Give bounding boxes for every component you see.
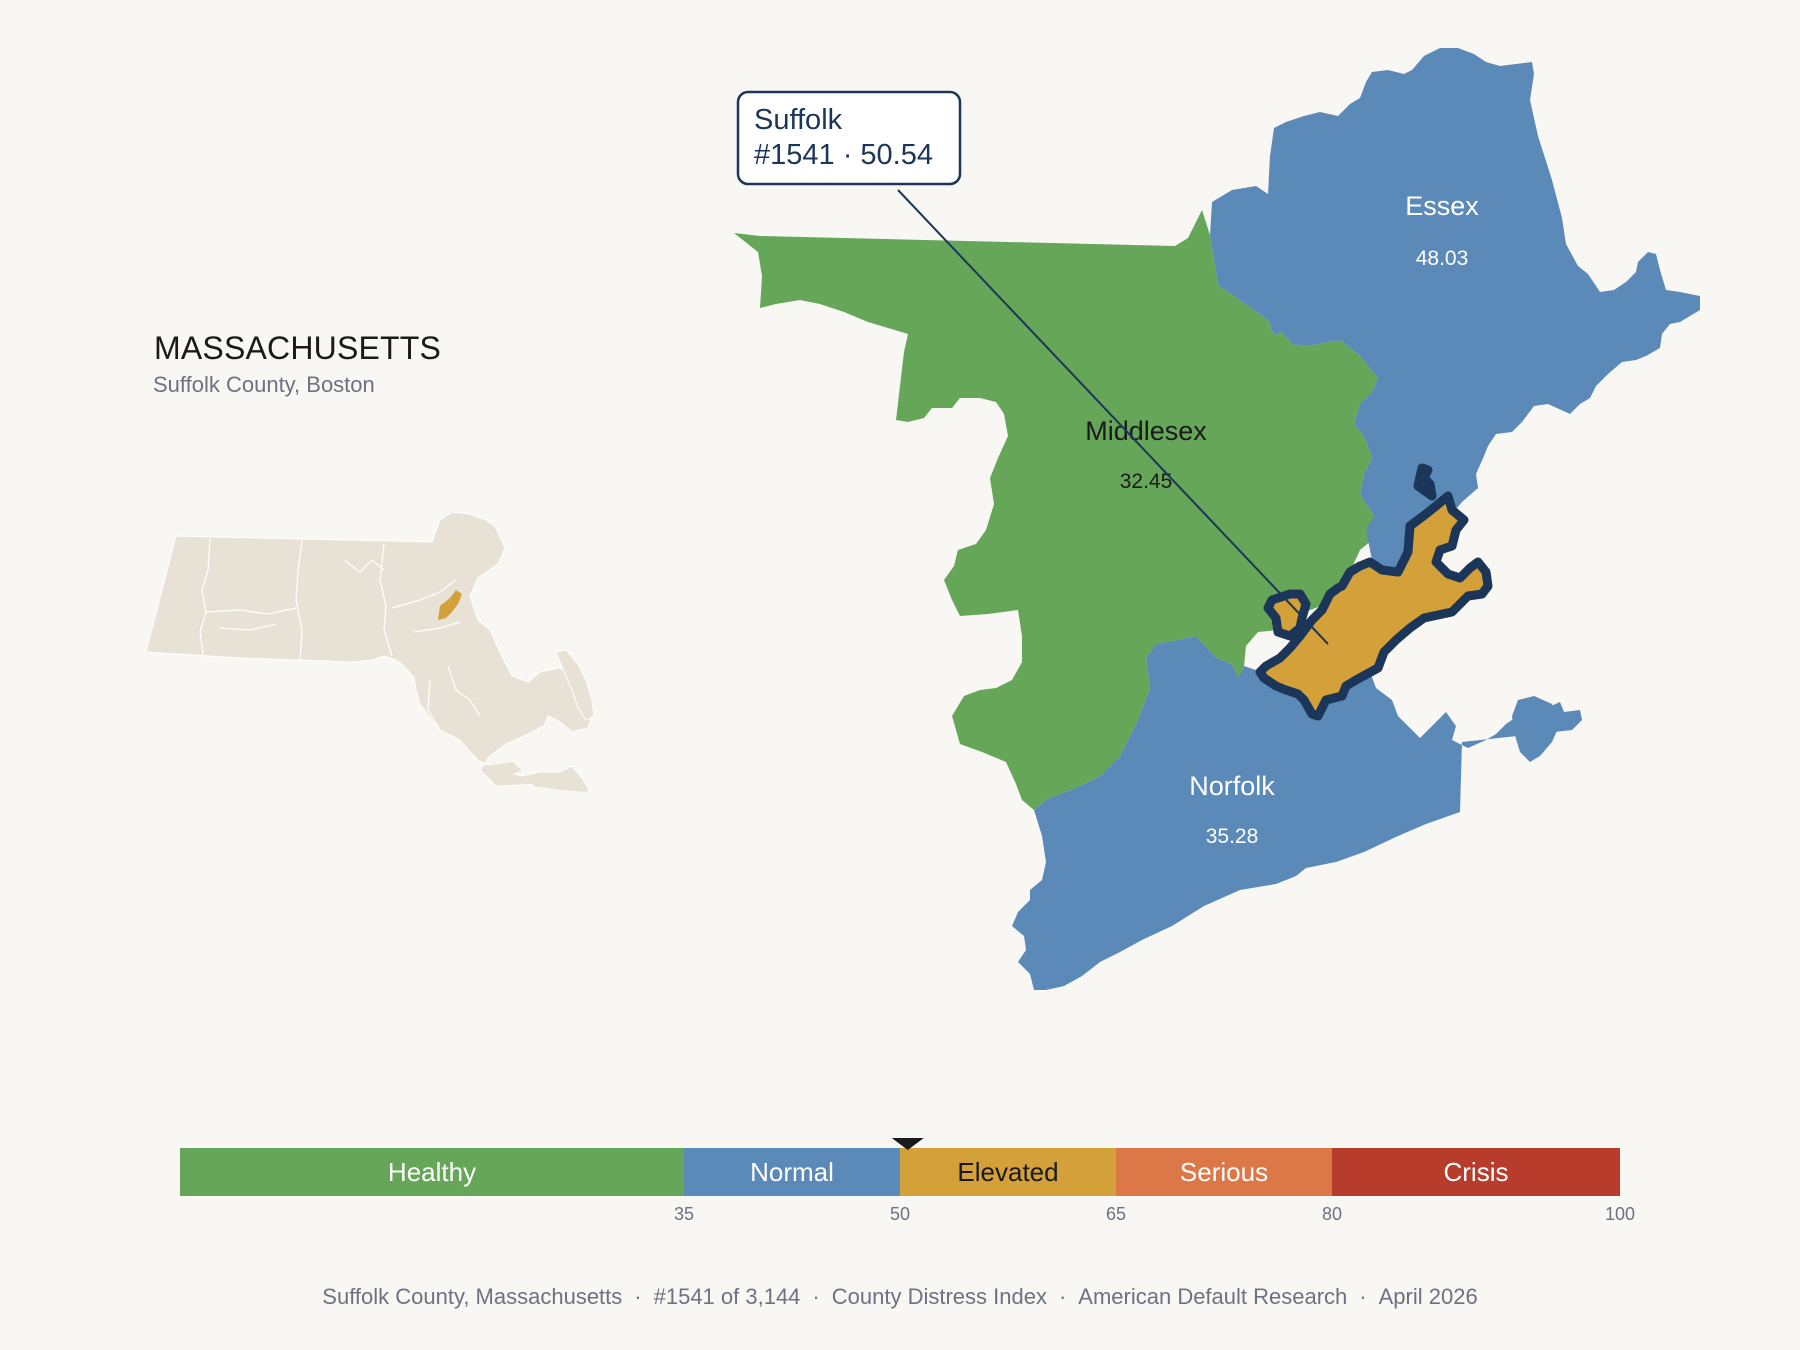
score-essex: 48.03	[1416, 247, 1469, 270]
county-essex[interactable]	[1210, 48, 1700, 604]
scale-band-crisis	[1332, 1148, 1620, 1196]
cape-cod-shape	[555, 649, 595, 721]
callout-leader-line	[897, 189, 1329, 645]
score-norfolk: 35.28	[1206, 825, 1259, 848]
scale-band-healthy	[180, 1148, 684, 1196]
suffolk-locator	[438, 590, 462, 620]
footer-rank: #1541 of 3,144	[653, 1284, 801, 1309]
scale-tick-label: 35	[674, 1204, 694, 1224]
county-middlesex[interactable]	[734, 210, 1378, 810]
scale-band-elevated	[900, 1148, 1116, 1196]
county-borders-inset	[199, 537, 481, 731]
footer-date: April 2026	[1378, 1284, 1478, 1309]
footer-index: County Distress Index	[831, 1284, 1047, 1309]
footer-source: American Default Research	[1078, 1284, 1348, 1309]
scale-band-label: Normal	[750, 1157, 834, 1187]
massachusetts-shape	[145, 511, 593, 791]
footer-location: Suffolk County, Massachusetts	[322, 1284, 623, 1309]
scale-tick-label: 80	[1322, 1204, 1342, 1224]
scale-band-label: Crisis	[1444, 1157, 1509, 1187]
state-locator-map	[145, 511, 595, 792]
scale-tick-label: 50	[890, 1204, 910, 1224]
distress-scale: Healthy Normal Elevated Serious Crisis 35 50 65…	[180, 1138, 1635, 1224]
scale-marker	[891, 1138, 924, 1150]
suffolk-callout: Suffolk #1541 · 50.54	[736, 90, 1329, 645]
callout-rank-score: #1541 · 50.54	[754, 139, 933, 171]
scale-band-label: Serious	[1180, 1157, 1268, 1187]
scale-band-normal	[684, 1148, 900, 1196]
callout-county: Suffolk	[754, 104, 843, 136]
label-middlesex: Middlesex	[1085, 416, 1207, 446]
label-essex: Essex	[1405, 191, 1479, 221]
county-suffolk[interactable]	[1255, 463, 1493, 721]
scale-band-serious	[1116, 1148, 1332, 1196]
score-middlesex: 32.45	[1120, 470, 1173, 493]
county-norfolk[interactable]	[1012, 636, 1582, 990]
scale-band-label: Healthy	[388, 1157, 476, 1187]
callout-box	[736, 90, 962, 186]
footer: Suffolk County, Massachusetts · #1541 of 3…	[322, 1284, 1478, 1309]
state-subtitle: Suffolk County, Boston	[153, 372, 375, 397]
state-title: MASSACHUSETTS	[154, 330, 442, 366]
county-labels: Essex 48.03 Middlesex 32.45 Norfolk 35.2…	[1085, 191, 1479, 848]
label-norfolk: Norfolk	[1189, 771, 1275, 801]
islands-shape	[486, 762, 588, 792]
scale-band-label: Elevated	[957, 1157, 1058, 1187]
scale-tick-label: 100	[1605, 1204, 1635, 1224]
islands-main	[1512, 696, 1560, 762]
county-map	[734, 48, 1700, 990]
scale-tick-label: 65	[1106, 1204, 1126, 1224]
